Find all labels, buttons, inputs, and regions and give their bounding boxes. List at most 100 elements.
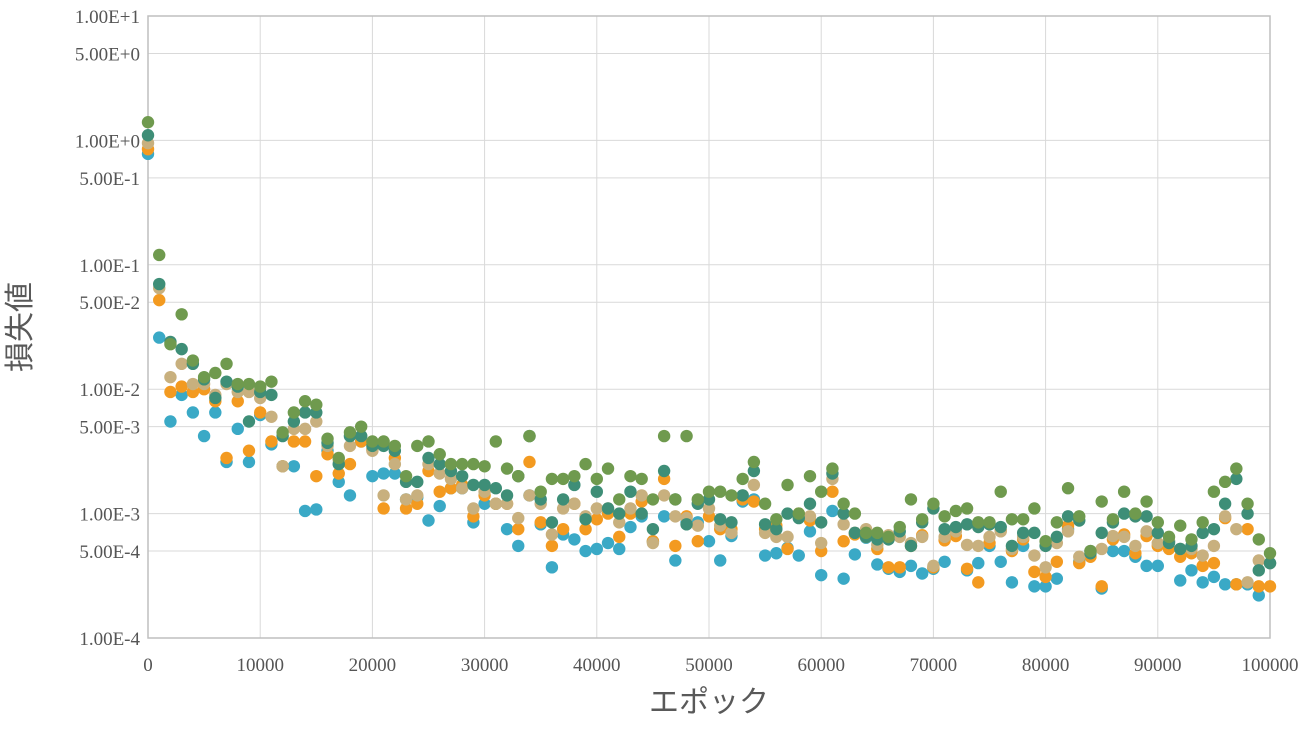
data-point — [500, 522, 514, 536]
x-tick-label: 100000 — [1242, 655, 1299, 676]
data-point — [265, 388, 278, 402]
data-point — [815, 516, 828, 529]
data-point — [545, 561, 559, 574]
data-point — [781, 542, 794, 556]
data-point — [422, 514, 435, 527]
data-point — [938, 510, 951, 523]
data-point — [298, 422, 312, 436]
data-point — [1061, 482, 1075, 495]
data-point — [433, 485, 446, 498]
data-point — [758, 526, 772, 540]
data-point — [590, 513, 603, 526]
data-point — [298, 504, 312, 518]
data-point — [590, 485, 603, 498]
data-point — [758, 497, 772, 510]
data-point — [624, 520, 637, 534]
data-point — [197, 370, 211, 384]
data-point — [1050, 516, 1064, 529]
data-point — [1106, 544, 1120, 558]
data-point — [1263, 547, 1277, 560]
data-point — [960, 538, 974, 552]
data-point — [242, 444, 256, 457]
data-point — [523, 455, 536, 469]
plot-area-frame — [147, 15, 1271, 639]
data-point — [153, 331, 166, 344]
data-point — [556, 502, 570, 515]
data-point — [433, 448, 446, 461]
data-point — [714, 554, 727, 567]
data-point — [399, 469, 413, 483]
data-point — [1218, 475, 1232, 489]
data-point — [523, 489, 536, 502]
data-point — [893, 561, 906, 574]
y-tick-label: 5.00E-3 — [79, 418, 140, 439]
data-point — [388, 467, 402, 480]
data-point — [1140, 510, 1153, 523]
y-axis-title: 損失値 — [3, 282, 38, 372]
data-point — [568, 497, 581, 510]
data-point — [714, 485, 727, 498]
data-point — [1039, 534, 1052, 548]
data-point — [287, 460, 301, 473]
data-point — [579, 522, 592, 536]
data-point — [1174, 519, 1187, 532]
data-point — [815, 485, 828, 498]
data-point — [164, 370, 177, 384]
data-point — [298, 395, 312, 408]
data-point — [1263, 556, 1277, 570]
data-point — [500, 462, 514, 475]
data-point — [399, 502, 413, 515]
data-point — [186, 406, 200, 419]
data-point — [758, 549, 772, 562]
data-point — [1005, 513, 1019, 526]
data-point — [837, 518, 850, 531]
data-point — [388, 457, 402, 471]
data-point — [265, 435, 278, 448]
data-point — [1196, 559, 1209, 573]
data-point — [422, 451, 435, 465]
data-point — [545, 528, 559, 541]
data-point — [826, 485, 839, 498]
data-point — [635, 472, 648, 486]
data-point — [1028, 526, 1041, 540]
data-point — [287, 406, 301, 419]
data-point — [298, 406, 312, 419]
data-point — [803, 497, 817, 510]
data-point — [1241, 576, 1254, 589]
data-point — [1140, 559, 1153, 573]
data-point — [1129, 539, 1142, 553]
data-point — [545, 516, 559, 529]
data-point — [411, 489, 424, 502]
data-point — [265, 375, 278, 388]
data-point — [758, 518, 772, 531]
data-point — [164, 338, 177, 351]
data-point — [960, 518, 974, 531]
x-axis-title: エポック — [649, 685, 769, 720]
data-point — [613, 542, 626, 556]
data-point — [388, 439, 402, 453]
data-point — [433, 457, 446, 471]
data-point — [1095, 542, 1108, 556]
y-tick-label: 5.00E-1 — [79, 169, 140, 190]
data-point — [1050, 530, 1064, 544]
data-point — [983, 530, 996, 544]
data-point — [680, 518, 693, 531]
data-point — [882, 561, 895, 574]
data-point — [691, 534, 704, 548]
data-point — [164, 415, 177, 428]
data-point — [220, 375, 233, 388]
data-point — [220, 451, 233, 465]
data-point — [1174, 574, 1187, 587]
data-point — [938, 555, 951, 568]
data-point — [1218, 578, 1232, 591]
data-point — [366, 435, 379, 448]
data-point — [242, 455, 256, 469]
data-point — [949, 504, 963, 518]
data-point — [411, 475, 424, 489]
data-point — [1151, 516, 1165, 529]
data-point — [1252, 533, 1265, 546]
x-tick-label: 30000 — [461, 655, 509, 676]
data-point — [1252, 564, 1265, 577]
data-point — [669, 493, 682, 506]
data-point — [467, 502, 480, 515]
